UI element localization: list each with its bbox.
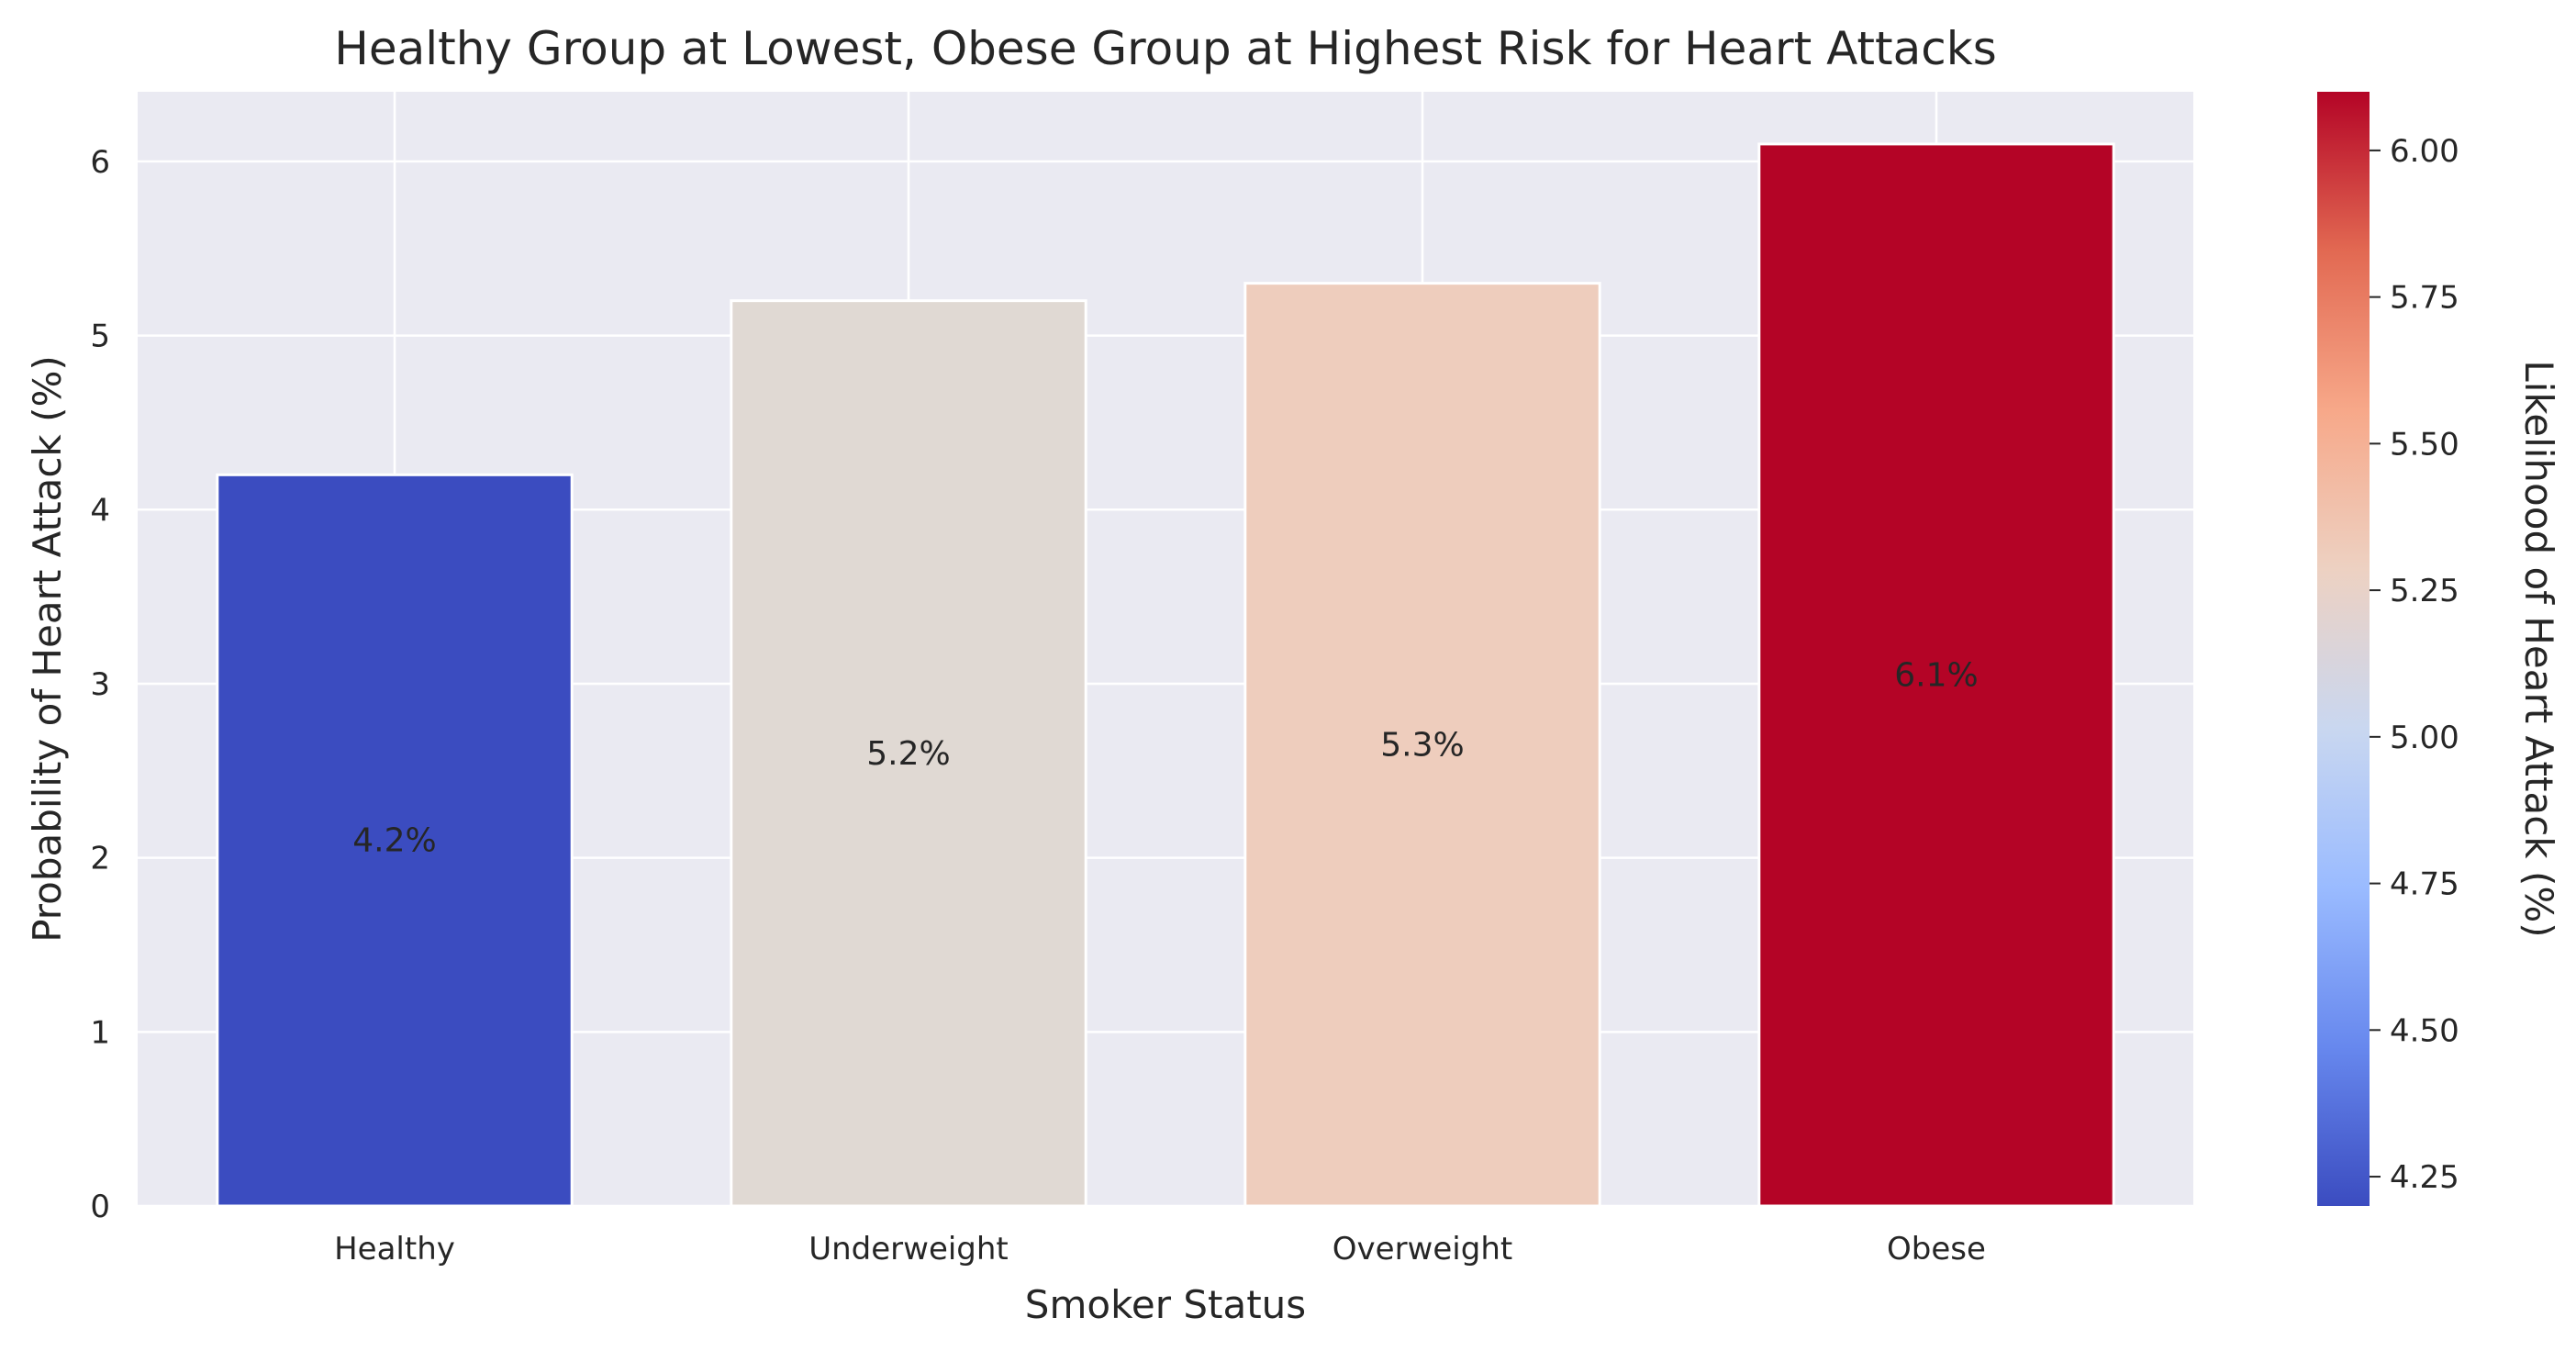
- colorbar-tick-label: 4.25: [2390, 1159, 2459, 1196]
- bar-obese: [1757, 142, 2115, 1208]
- bars: [216, 142, 2115, 1208]
- colorbar-tick-label: 5.75: [2390, 280, 2459, 317]
- colorbar: [2317, 92, 2370, 1206]
- x-tick-label: Obese: [1887, 1231, 1986, 1267]
- colorbar-tick-label: 4.75: [2390, 866, 2459, 903]
- colorbar-tick-label: 4.50: [2390, 1012, 2459, 1049]
- y-tick-label: 2: [90, 841, 110, 877]
- x-tick-label: Underweight: [808, 1231, 1009, 1267]
- data-label: 6.1%: [1894, 656, 1978, 694]
- bar-overweight: [1243, 282, 1601, 1208]
- y-tick-label: 6: [90, 144, 110, 181]
- colorbar-tick-label: 5.50: [2390, 426, 2459, 463]
- colorbar-tick-label: 5.25: [2390, 573, 2459, 609]
- colorbar-title: Likelihood of Heart Attack (%): [2516, 360, 2561, 937]
- bar-underweight: [730, 299, 1087, 1208]
- data-labels: 4.2% 5.2% 5.3% 6.1%: [352, 656, 1978, 859]
- colorbar-tick-label: 5.00: [2390, 720, 2459, 756]
- data-label: 5.3%: [1380, 726, 1464, 764]
- y-axis-title: Probability of Heart Attack (%): [25, 355, 70, 943]
- data-label: 5.2%: [866, 735, 950, 773]
- x-axis-ticks: Healthy Underweight Overweight Obese: [334, 1231, 1986, 1267]
- x-tick-label: Overweight: [1333, 1231, 1512, 1267]
- y-tick-label: 4: [90, 492, 110, 529]
- y-tick-label: 1: [90, 1014, 110, 1051]
- data-label: 4.2%: [352, 822, 436, 860]
- x-tick-label: Healthy: [334, 1231, 455, 1267]
- chart-title: Healthy Group at Lowest, Obese Group at …: [334, 22, 1997, 75]
- colorbar-tick-label: 6.00: [2390, 133, 2459, 170]
- y-tick-label: 3: [90, 666, 110, 703]
- y-tick-label: 0: [90, 1189, 110, 1225]
- y-axis-ticks: 0 1 2 3 4 5 6: [90, 144, 110, 1225]
- colorbar-ticks: 4.25 4.50 4.75 5.00 5.25 5.50 5.75 6.00: [2370, 133, 2459, 1196]
- y-tick-label: 5: [90, 318, 110, 355]
- bar-healthy: [216, 473, 574, 1208]
- x-axis-title: Smoker Status: [1025, 1282, 1306, 1327]
